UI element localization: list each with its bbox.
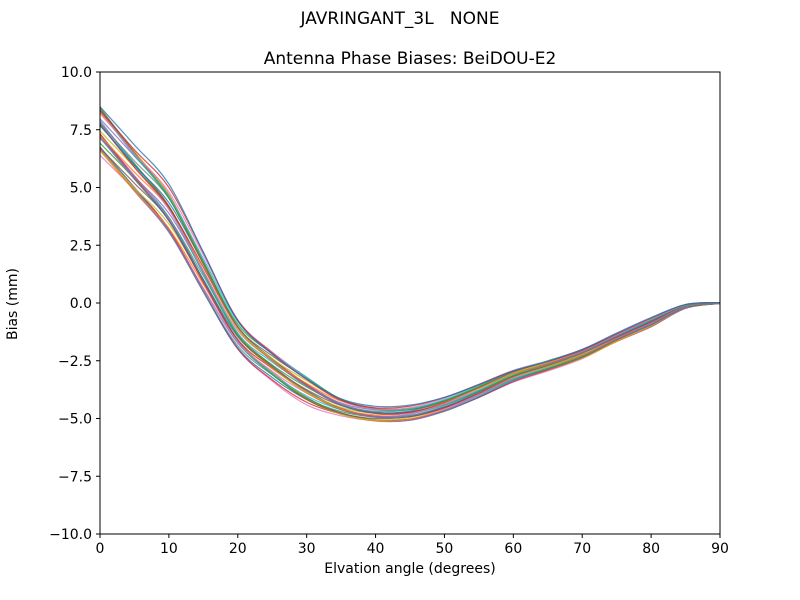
- y-tick-label: 2.5: [70, 238, 92, 254]
- x-tick-label: 20: [229, 541, 247, 557]
- series-line: [100, 137, 720, 418]
- y-tick-label: 5.0: [70, 181, 92, 197]
- x-tick-label: 90: [711, 541, 729, 557]
- y-tick-label: −7.5: [58, 469, 92, 485]
- series-line: [100, 150, 720, 421]
- series-line: [100, 135, 720, 416]
- series-line: [100, 142, 720, 418]
- x-tick-label: 40: [367, 541, 385, 557]
- series-line: [100, 106, 720, 408]
- series-line: [100, 137, 720, 418]
- series-line: [100, 111, 720, 411]
- figure-suptitle: JAVRINGANT_3L NONE: [300, 9, 500, 29]
- x-tick-label: 50: [436, 541, 454, 557]
- series-line: [100, 133, 720, 419]
- y-tick-label: −5.0: [58, 412, 92, 428]
- series-line: [100, 146, 720, 423]
- y-axis-label: Bias (mm): [5, 267, 21, 341]
- y-tick-label: 10.0: [61, 65, 92, 81]
- series-line: [100, 146, 720, 422]
- series-line: [100, 123, 720, 415]
- series-line: [100, 125, 720, 414]
- y-tick-label: 7.5: [70, 123, 92, 139]
- x-axis-label: Elvation angle (degrees): [324, 561, 496, 577]
- series-line: [100, 148, 720, 423]
- series-line: [100, 147, 720, 420]
- y-tick-label: 0.0: [70, 296, 92, 312]
- x-tick-label: 0: [96, 541, 105, 557]
- series-line: [100, 124, 720, 414]
- series-line: [100, 134, 720, 419]
- x-tick-label: 70: [573, 541, 591, 557]
- y-tick-label: −10.0: [49, 527, 92, 543]
- series-line: [100, 154, 720, 422]
- x-tick-label: 30: [298, 541, 316, 557]
- axes-spines: [99, 71, 721, 535]
- axes-title: Antenna Phase Biases: BeiDOU-E2: [263, 49, 557, 69]
- series-line: [100, 133, 720, 418]
- series-line: [100, 149, 720, 422]
- series-line: [100, 150, 720, 422]
- x-tick-label: 80: [642, 541, 660, 557]
- y-tick-label: −2.5: [58, 354, 92, 370]
- x-tick-label: 10: [160, 541, 178, 557]
- x-tick-label: 60: [504, 541, 522, 557]
- series-line: [100, 136, 720, 419]
